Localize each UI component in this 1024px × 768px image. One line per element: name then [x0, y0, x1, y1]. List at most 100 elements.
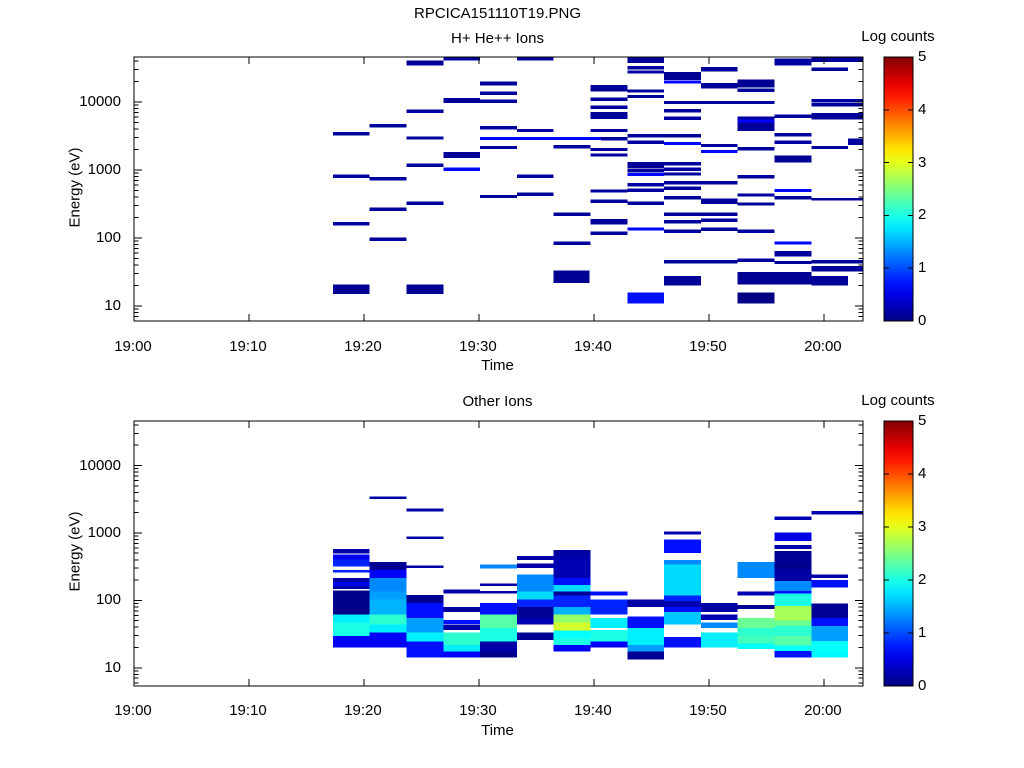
heatmap-cell	[737, 122, 774, 126]
heatmap-cell	[773, 568, 811, 581]
colorbar-tick-label: 0	[918, 312, 927, 329]
x-tick-label: 19:40	[574, 702, 612, 719]
heatmap-cell	[553, 241, 590, 245]
heatmap-cell	[406, 135, 443, 140]
colorbar-tick-label: 4	[918, 100, 927, 118]
heatmap-cell	[479, 583, 517, 586]
heatmap-cell	[663, 133, 701, 138]
heatmap-cell	[479, 590, 517, 594]
heatmap-cell	[479, 564, 517, 569]
colorbar-tick-label: 5	[918, 48, 927, 65]
heatmap-cell	[332, 589, 370, 615]
heatmap-cell	[442, 632, 480, 645]
heatmap-cell	[553, 637, 590, 645]
heatmap-cell	[369, 614, 407, 625]
heatmap-cell	[369, 237, 407, 241]
figure-title: RPCICA151110T19.PNG	[413, 5, 582, 22]
panel-top-title: H+ He++ Ions	[451, 30, 544, 47]
heatmap-cell	[479, 614, 517, 628]
heatmap-cell	[663, 530, 701, 535]
heatmap-cell	[773, 188, 811, 192]
heatmap-cell	[479, 651, 517, 658]
panel-bottom-ylabel: Energy (eV)	[66, 511, 84, 592]
heatmap-cell	[773, 590, 811, 594]
heatmap-cell	[332, 585, 370, 589]
heatmap-cell	[369, 569, 407, 578]
heatmap-cell	[663, 116, 701, 120]
heatmap-cell	[626, 201, 664, 205]
heatmap-cell	[516, 632, 554, 640]
heatmap-cell	[332, 635, 370, 648]
heatmap-cell	[737, 591, 774, 596]
heatmap-cell	[700, 211, 738, 216]
heatmap-cell	[663, 219, 701, 223]
heatmap-cell	[406, 109, 443, 113]
heatmap-cell	[700, 632, 738, 648]
heatmap-cell	[332, 622, 370, 636]
heatmap-cell	[663, 186, 701, 190]
heatmap-cell	[773, 132, 811, 136]
heatmap-cell	[626, 161, 664, 169]
panel-bottom-title: Other Ions	[462, 393, 533, 410]
heatmap-cell	[773, 550, 811, 565]
heatmap-cell	[773, 250, 811, 256]
heatmap-cell	[810, 603, 848, 618]
heatmap-cell	[516, 599, 554, 607]
heatmap-cell	[663, 228, 701, 233]
heatmap-cell	[773, 58, 811, 62]
heatmap-cell	[479, 125, 517, 129]
heatmap-cell	[700, 66, 738, 71]
heatmap-cell	[663, 180, 701, 185]
heatmap-cell	[700, 143, 738, 147]
heatmap-cell	[810, 67, 848, 71]
heatmap-cell	[626, 168, 664, 172]
heatmap-cell	[626, 651, 664, 660]
heatmap-cell	[663, 141, 701, 145]
heatmap-cell	[700, 622, 738, 628]
heatmap-cell	[553, 211, 590, 216]
colorbar-bottom-label: Log counts	[861, 392, 935, 409]
heatmap-cell	[553, 584, 590, 592]
heatmap-cell	[479, 90, 517, 95]
heatmap-cell	[663, 606, 701, 612]
heatmap-cell	[737, 258, 774, 262]
heatmap-cell	[663, 100, 774, 104]
heatmap-cell	[589, 105, 627, 109]
heatmap-cell	[810, 57, 863, 62]
heatmap-cell	[663, 195, 701, 200]
heatmap-cell	[737, 193, 774, 197]
heatmap-cell	[626, 65, 664, 70]
x-tick-label: 19:10	[229, 338, 267, 355]
heatmap-cell	[332, 131, 370, 136]
heatmap-cell	[626, 139, 664, 144]
heatmap-cell	[773, 240, 811, 244]
heatmap-cell	[663, 595, 701, 601]
heatmap-cell	[600, 136, 627, 140]
y-tick-label: 100	[95, 228, 121, 246]
heatmap-cell	[406, 617, 443, 633]
heatmap-cell	[369, 632, 407, 648]
heatmap-cell	[626, 227, 664, 231]
heatmap-cell	[589, 199, 627, 203]
heatmap-cell	[810, 98, 863, 102]
heatmap-cell	[332, 577, 370, 582]
heatmap-cell	[369, 561, 407, 570]
heatmap-cell	[479, 602, 517, 615]
heatmap-cell	[589, 629, 627, 641]
heatmap-cell	[737, 228, 774, 233]
heatmap-cell	[773, 605, 811, 621]
heatmap-cell	[626, 644, 664, 652]
heatmap-cell	[626, 88, 664, 93]
heatmap-cell	[663, 161, 701, 166]
heatmap-cell	[626, 188, 664, 192]
heatmap-cell	[700, 198, 738, 204]
heatmap-cell	[810, 259, 863, 263]
x-tick-label: 19:20	[344, 702, 382, 719]
heatmap-cell	[626, 182, 664, 187]
heatmap-cell	[773, 564, 811, 569]
heatmap-cell	[810, 579, 848, 588]
heatmap-cell	[773, 113, 811, 118]
heatmap-cell	[773, 515, 811, 520]
heatmap-cell	[773, 155, 811, 162]
heatmap-cell	[589, 231, 627, 235]
